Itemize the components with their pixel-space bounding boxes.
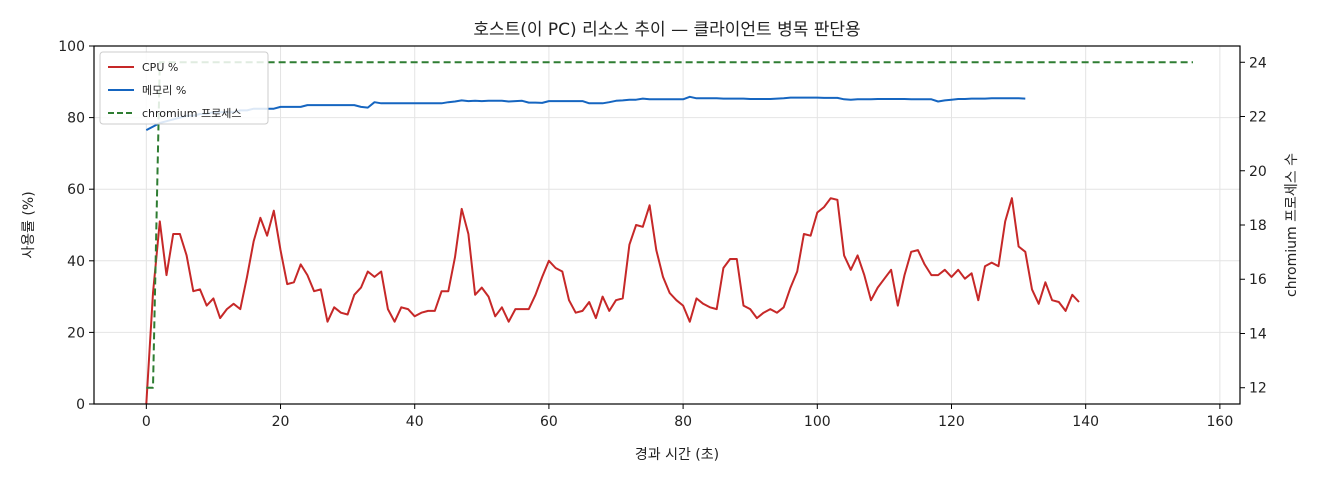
x-tick-label: 120 <box>938 414 965 430</box>
x-tick-label: 100 <box>804 414 831 430</box>
x-tick-label: 160 <box>1207 414 1234 430</box>
x-tick-label: 40 <box>406 414 424 430</box>
y-tick-label: 60 <box>67 182 85 198</box>
x-tick-label: 0 <box>142 414 151 430</box>
x-tick-label: 60 <box>540 414 558 430</box>
y-tick-label: 40 <box>67 254 85 270</box>
y2-axis-label: chromium 프로세스 수 <box>1284 153 1300 297</box>
y2-tick-label: 22 <box>1249 110 1267 126</box>
x-axis-label: 경과 시간 (초) <box>635 447 719 463</box>
y-tick-label: 100 <box>58 39 85 55</box>
legend-label: chromium 프로세스 <box>142 107 241 120</box>
y-axis-label: 사용률 (%) <box>21 191 37 258</box>
legend-box <box>99 51 269 125</box>
y2-tick-label: 14 <box>1249 326 1267 342</box>
y2-tick-label: 18 <box>1249 218 1267 234</box>
legend: CPU % 메모리 % chromium 프로세스 <box>99 51 269 125</box>
x-tick-label: 140 <box>1072 414 1099 430</box>
series-line-2 <box>145 95 1026 131</box>
y-tick-label: 0 <box>76 397 85 413</box>
x-tick-label: 80 <box>674 414 692 430</box>
y2-tick-label: 20 <box>1249 164 1267 180</box>
chart-title: 호스트(이 PC) 리소스 추이 — 클라이언트 병목 판단용 <box>473 20 860 40</box>
y2-tick-label: 16 <box>1249 272 1267 288</box>
series-layer <box>145 61 1193 405</box>
legend-label: 메모리 % <box>142 84 186 97</box>
y2-tick-label: 12 <box>1249 381 1267 397</box>
legend-label: CPU % <box>142 61 178 74</box>
y-tick-label: 80 <box>67 111 85 127</box>
x-tick-label: 20 <box>272 414 290 430</box>
series-line-3 <box>146 61 1193 389</box>
y-tick-label: 20 <box>67 325 85 341</box>
axes: 0 20 40 60 80 100 120 140 160 0 20 40 60 80 100 12 14 16 1… <box>58 39 1267 430</box>
y2-tick-label: 24 <box>1249 55 1267 71</box>
series-line-1 <box>145 197 1080 405</box>
